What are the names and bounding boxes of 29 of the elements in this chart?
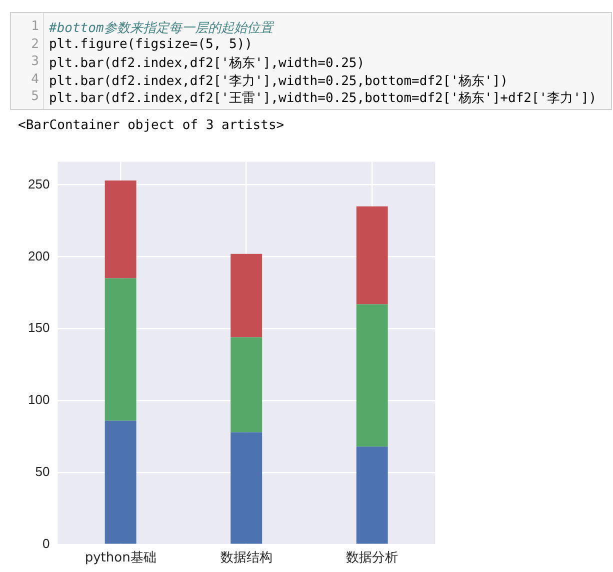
bar xyxy=(356,446,388,544)
text: plt.bar(df2.index,df2['杨东'],width=0.25) xyxy=(49,55,365,72)
text: <BarContainer object of 3 artists> xyxy=(18,118,284,133)
y-tick-label: 150 xyxy=(28,320,50,336)
bar xyxy=(104,180,136,278)
text: plt.figure(figsize=(5, 5)) xyxy=(49,36,252,52)
bar xyxy=(230,337,262,432)
text: 3 xyxy=(30,54,39,69)
bar xyxy=(104,420,136,544)
bar xyxy=(356,206,388,304)
text: 4 xyxy=(30,72,39,86)
text: plt.bar(df2.index,df2['李力'],width=0.25,bottom=df2['杨东']) xyxy=(49,72,508,90)
bar xyxy=(230,254,262,338)
y-tick-label: 250 xyxy=(28,176,50,192)
y-tick-label: 0 xyxy=(42,536,50,551)
bar xyxy=(104,278,136,421)
x-tick-label: 数据分析 xyxy=(346,550,398,566)
text: 1 xyxy=(30,19,39,34)
y-tick-label: 200 xyxy=(28,248,50,264)
x-tick-label: python基础 xyxy=(84,550,156,566)
y-tick-label: 50 xyxy=(35,464,50,480)
text: 5 xyxy=(30,89,39,104)
bar xyxy=(230,432,262,544)
text: 2 xyxy=(30,36,39,52)
x-tick-label: 数据结构 xyxy=(220,550,272,566)
text: #bottom参数来指定每一层的起始位置 xyxy=(49,20,273,37)
text: plt.bar(df2.index,df2['王雷'],width=0.25,bottom=df2['杨东']+df2['李力']) xyxy=(49,90,597,107)
y-tick-label: 100 xyxy=(28,392,50,408)
bar xyxy=(356,304,388,447)
